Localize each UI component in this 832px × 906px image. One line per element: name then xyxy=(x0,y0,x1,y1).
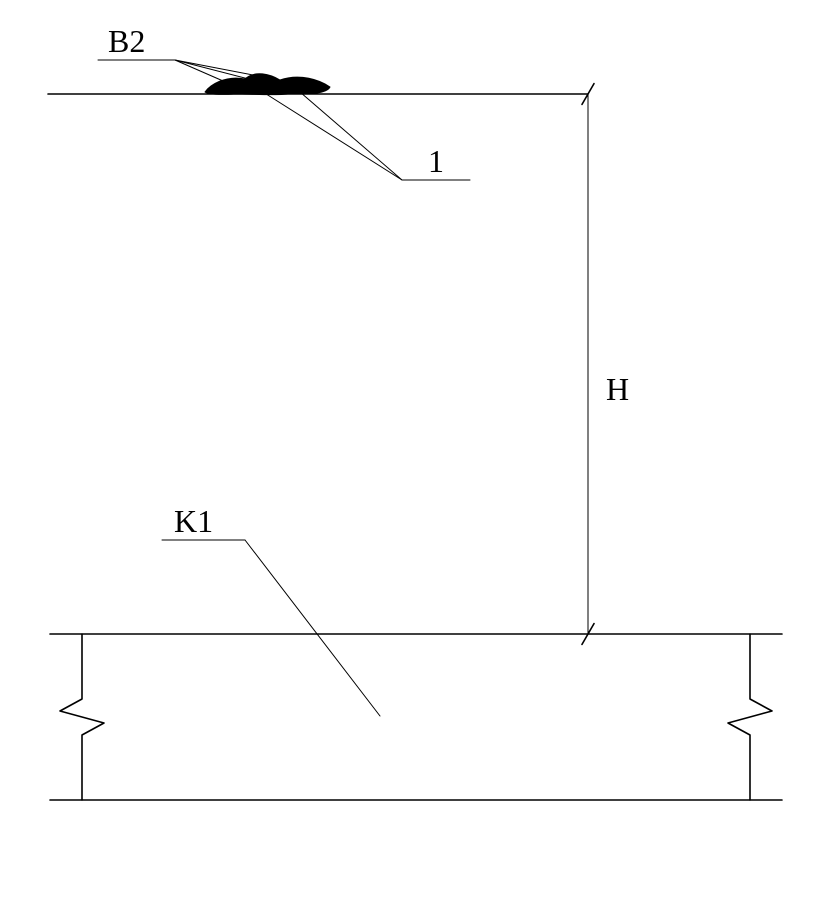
label-b2: B2 xyxy=(108,23,145,59)
leader-1-ray xyxy=(300,92,402,180)
label-1: 1 xyxy=(428,143,444,179)
beam-break-left xyxy=(60,634,104,800)
label-k1: K1 xyxy=(174,503,213,539)
leader-1-ray xyxy=(263,92,402,180)
beam-break-right xyxy=(728,634,772,800)
label-h: H xyxy=(606,371,629,407)
leader-k1-ray xyxy=(245,540,380,716)
